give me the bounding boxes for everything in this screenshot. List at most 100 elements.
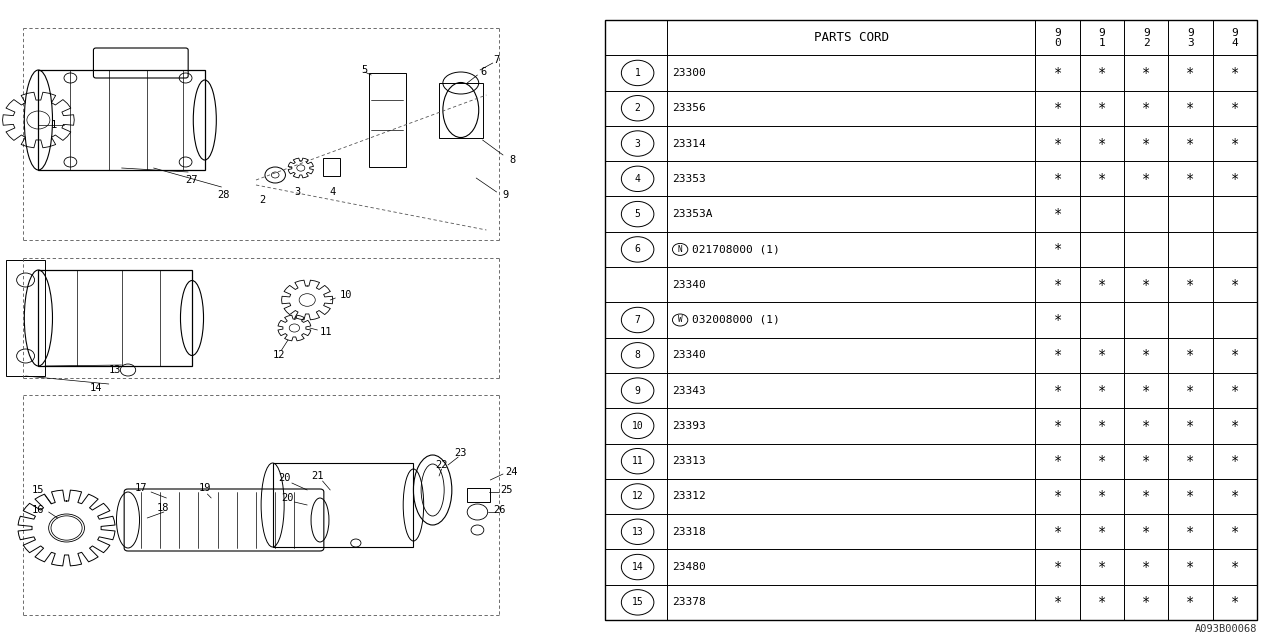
Text: 9: 9 xyxy=(635,385,640,396)
Text: 12: 12 xyxy=(632,492,644,502)
Text: *: * xyxy=(1098,383,1106,397)
Text: *: * xyxy=(1053,383,1062,397)
Text: *: * xyxy=(1053,243,1062,257)
Text: 23480: 23480 xyxy=(672,562,707,572)
Text: *: * xyxy=(1187,172,1194,186)
Text: 13: 13 xyxy=(109,365,122,375)
Text: *: * xyxy=(1053,136,1062,150)
Text: 13: 13 xyxy=(632,527,644,537)
Text: *: * xyxy=(1230,560,1239,574)
Text: 3: 3 xyxy=(635,138,640,148)
Text: *: * xyxy=(1142,172,1151,186)
Text: 8: 8 xyxy=(635,350,640,360)
Text: 24: 24 xyxy=(506,467,518,477)
Text: 9
2: 9 2 xyxy=(1143,28,1149,47)
Text: *: * xyxy=(1098,172,1106,186)
Text: 15: 15 xyxy=(632,597,644,607)
Text: 17: 17 xyxy=(134,483,147,493)
Text: *: * xyxy=(1053,66,1062,80)
Text: *: * xyxy=(1142,525,1151,539)
Text: 9
1: 9 1 xyxy=(1098,28,1105,47)
Text: 4: 4 xyxy=(330,187,335,197)
Text: 27: 27 xyxy=(186,175,198,185)
Text: *: * xyxy=(1187,136,1194,150)
Text: *: * xyxy=(1187,560,1194,574)
Text: A093B00068: A093B00068 xyxy=(1194,624,1257,634)
Text: *: * xyxy=(1053,101,1062,115)
Text: 11: 11 xyxy=(632,456,644,466)
Text: 23314: 23314 xyxy=(672,138,707,148)
Text: *: * xyxy=(1230,525,1239,539)
Text: 14: 14 xyxy=(90,383,102,393)
Text: *: * xyxy=(1142,419,1151,433)
Text: *: * xyxy=(1098,490,1106,504)
Text: *: * xyxy=(1187,101,1194,115)
Text: *: * xyxy=(1230,348,1239,362)
Text: 15: 15 xyxy=(32,485,45,495)
Text: 21: 21 xyxy=(311,471,324,481)
Text: *: * xyxy=(1187,454,1194,468)
Text: *: * xyxy=(1053,454,1062,468)
Text: *: * xyxy=(1142,136,1151,150)
Text: *: * xyxy=(1187,383,1194,397)
Text: *: * xyxy=(1053,278,1062,292)
Text: *: * xyxy=(1230,490,1239,504)
Text: *: * xyxy=(1142,348,1151,362)
Text: 28: 28 xyxy=(218,190,230,200)
Text: 23343: 23343 xyxy=(672,385,707,396)
Text: 23313: 23313 xyxy=(672,456,707,466)
Text: *: * xyxy=(1098,66,1106,80)
Text: 20: 20 xyxy=(282,493,294,503)
Text: *: * xyxy=(1053,348,1062,362)
Text: *: * xyxy=(1142,383,1151,397)
Text: *: * xyxy=(1187,278,1194,292)
Text: *: * xyxy=(1187,525,1194,539)
Text: 4: 4 xyxy=(635,174,640,184)
Text: W: W xyxy=(678,316,682,324)
Text: 14: 14 xyxy=(632,562,644,572)
Text: *: * xyxy=(1053,490,1062,504)
Text: 23: 23 xyxy=(454,448,467,458)
Text: *: * xyxy=(1142,560,1151,574)
Text: *: * xyxy=(1230,595,1239,609)
Text: *: * xyxy=(1098,454,1106,468)
Text: 26: 26 xyxy=(493,505,506,515)
Text: 1: 1 xyxy=(635,68,640,78)
Text: 23312: 23312 xyxy=(672,492,707,502)
Text: 25: 25 xyxy=(500,485,513,495)
Text: 23353: 23353 xyxy=(672,174,707,184)
Text: *: * xyxy=(1230,383,1239,397)
Text: 032008000 (1): 032008000 (1) xyxy=(691,315,780,325)
Text: 23340: 23340 xyxy=(672,350,707,360)
Text: *: * xyxy=(1187,595,1194,609)
Text: *: * xyxy=(1187,348,1194,362)
Text: 2: 2 xyxy=(635,103,640,113)
Text: *: * xyxy=(1230,278,1239,292)
Text: 23318: 23318 xyxy=(672,527,707,537)
Text: 11: 11 xyxy=(320,327,333,337)
Text: *: * xyxy=(1053,419,1062,433)
Text: *: * xyxy=(1098,348,1106,362)
Text: *: * xyxy=(1098,560,1106,574)
Text: *: * xyxy=(1142,101,1151,115)
Text: 16: 16 xyxy=(32,505,45,515)
Text: 10: 10 xyxy=(632,421,644,431)
Text: 9
0: 9 0 xyxy=(1055,28,1061,47)
Text: 10: 10 xyxy=(339,290,352,300)
Text: 6: 6 xyxy=(635,244,640,255)
Text: 23353A: 23353A xyxy=(672,209,713,219)
Text: *: * xyxy=(1098,419,1106,433)
Text: *: * xyxy=(1098,595,1106,609)
Text: *: * xyxy=(1142,278,1151,292)
Text: 3: 3 xyxy=(294,187,300,197)
Text: *: * xyxy=(1142,595,1151,609)
Text: *: * xyxy=(1230,454,1239,468)
Text: 8: 8 xyxy=(509,155,515,165)
Text: *: * xyxy=(1053,207,1062,221)
Text: *: * xyxy=(1230,136,1239,150)
Text: *: * xyxy=(1053,172,1062,186)
Text: *: * xyxy=(1053,525,1062,539)
Text: *: * xyxy=(1098,278,1106,292)
Text: 19: 19 xyxy=(198,483,211,493)
Text: *: * xyxy=(1098,101,1106,115)
